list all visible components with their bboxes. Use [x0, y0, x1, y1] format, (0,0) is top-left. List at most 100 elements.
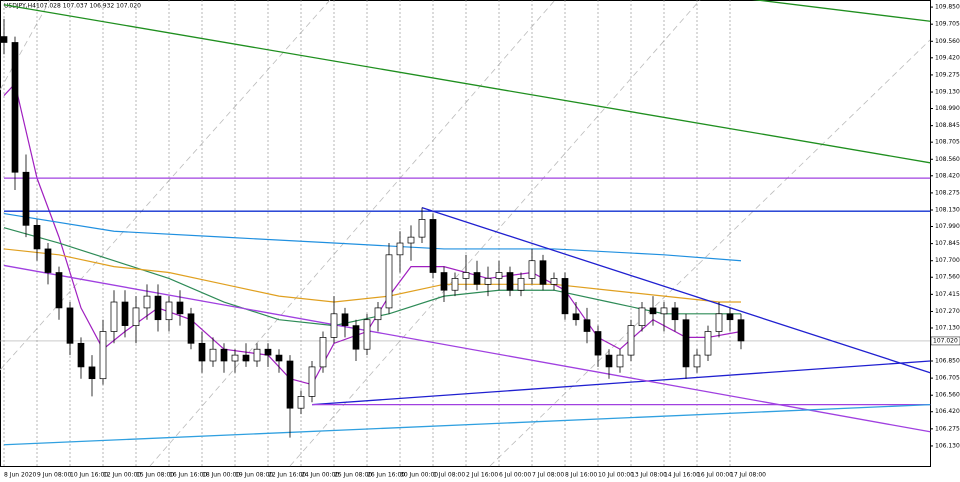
candle-body: [132, 307, 140, 326]
candle-body: [22, 171, 30, 226]
y-tick-label: 107.415: [935, 291, 960, 298]
x-tick-label: 12 Jun 00:00: [103, 472, 141, 479]
x-tick-label: 7 Jul 08:00: [532, 472, 564, 479]
candle-body: [693, 354, 701, 368]
x-tick-label: 16 Jul 00:00: [697, 472, 733, 479]
x-tick-label: 8 Jul 16:00: [565, 472, 597, 479]
candle-body: [110, 301, 118, 332]
candle-body: [297, 396, 305, 409]
y-tick-label: 108.560: [935, 156, 960, 163]
candle-body: [462, 272, 470, 279]
y-tick-label: 106.705: [935, 375, 960, 382]
trend-line: [752, 0, 931, 22]
candle-body: [0, 36, 8, 43]
plot-frame: [0, 0, 931, 467]
y-tick-label: 108.990: [935, 105, 960, 112]
trend-line: [421, 207, 931, 374]
trend-line: [311, 360, 931, 406]
candle-body: [275, 354, 283, 362]
y-tick-label: 108.130: [935, 206, 960, 213]
candle-body: [539, 260, 547, 285]
x-tick-label: 6 Jul 00:00: [499, 472, 531, 479]
x-tick-label: 14 Jul 16:00: [664, 472, 700, 479]
x-tick-label: 8 Jun 2020: [4, 472, 36, 479]
y-tick-label: 109.705: [935, 21, 960, 28]
candle-body: [99, 331, 107, 380]
y-tick-label: 106.850: [935, 358, 960, 365]
candle-body: [528, 260, 536, 279]
candle-body: [352, 325, 360, 350]
candle-body: [737, 319, 745, 342]
candle-body: [198, 342, 206, 362]
trend-line: [3, 404, 931, 446]
candle-body: [638, 307, 646, 326]
trend-line: [3, 4, 931, 164]
candle-body: [33, 224, 41, 250]
candle-body: [484, 278, 492, 285]
candle-body: [242, 354, 250, 362]
y-tick-label: 106.560: [935, 392, 960, 399]
y-tick-label: 109.130: [935, 89, 960, 96]
candle-body: [308, 366, 316, 397]
candle-body: [55, 272, 63, 309]
candle-body: [407, 236, 415, 244]
x-tick-label: 17 Jul 08:00: [730, 472, 766, 479]
candle-body: [253, 348, 261, 362]
candle-body: [660, 307, 668, 315]
x-tick-label: 24 Jun 00:00: [301, 472, 339, 479]
candle-body: [44, 248, 52, 273]
candle-body: [473, 272, 481, 285]
y-tick-label: 108.275: [935, 189, 960, 196]
candle-body: [682, 319, 690, 368]
candle-body: [330, 313, 338, 338]
x-tick-label: 1 Jul 08:00: [433, 472, 465, 479]
y-tick-label: 106.275: [935, 425, 960, 432]
x-tick-label: 25 Jun 08:00: [334, 472, 372, 479]
candle-body: [121, 301, 129, 326]
candle-body: [440, 272, 448, 291]
x-tick-label: 19 Jun 08:00: [235, 472, 273, 479]
candle-body: [374, 307, 382, 321]
candle-body: [385, 254, 393, 309]
candle-body: [209, 348, 217, 362]
candle-body: [715, 313, 723, 332]
current-price-label: 107.020: [933, 337, 958, 344]
y-tick-label: 109.560: [935, 38, 960, 45]
candle-body: [649, 307, 657, 315]
candle-body: [77, 342, 85, 368]
candle-body: [66, 307, 74, 344]
x-tick-label: 15 Jun 08:00: [136, 472, 174, 479]
y-tick-label: 108.420: [935, 172, 960, 179]
candle-body: [220, 348, 228, 362]
y-tick-label: 107.560: [935, 274, 960, 281]
x-tick-label: 10 Jun 16:00: [70, 472, 108, 479]
ohlc: 107.028 107.037 106.932 107.020: [36, 3, 141, 10]
y-tick-label: 108.705: [935, 139, 960, 146]
y-tick-label: 107.130: [935, 324, 960, 331]
current-price-box: [930, 336, 960, 346]
candle-body: [429, 219, 437, 273]
x-tick-label: 18 Jun 00:00: [202, 472, 240, 479]
candle-body: [363, 319, 371, 350]
candle-body: [154, 295, 162, 321]
candle-body: [726, 313, 734, 321]
candle-body: [264, 348, 272, 356]
candle-body: [176, 301, 184, 315]
candle-body: [187, 313, 195, 344]
y-tick-label: 109.275: [935, 71, 960, 78]
x-tick-label: 30 Jun 00:00: [400, 472, 438, 479]
candle-body: [143, 295, 151, 309]
candle-body: [165, 301, 173, 321]
symbol: USDJPY,H4: [4, 3, 36, 10]
candle-body: [550, 278, 558, 285]
candle-body: [627, 325, 635, 356]
x-tick-label: 2 Jul 16:00: [466, 472, 498, 479]
candle-body: [11, 42, 19, 173]
candle-body: [495, 272, 503, 279]
candle-body: [605, 354, 613, 368]
candle-body: [561, 278, 569, 315]
candle-body: [704, 331, 712, 356]
y-tick-label: 109.420: [935, 54, 960, 61]
y-tick-label: 107.990: [935, 223, 960, 230]
